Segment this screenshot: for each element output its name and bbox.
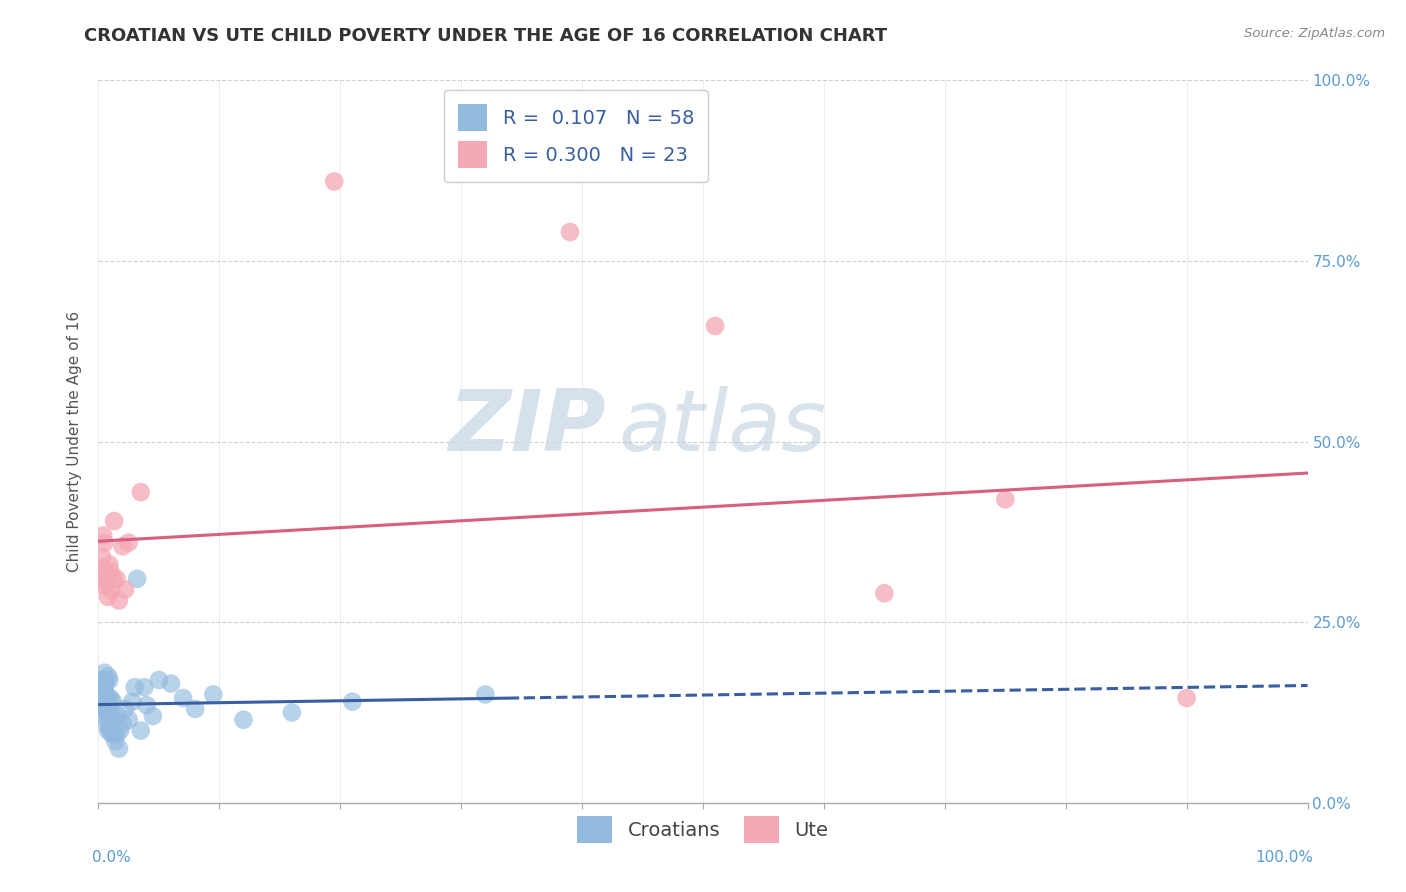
Point [704, 318, 727, 333]
Point [103, 514, 125, 528]
Point [90, 572, 112, 586]
Point [118, 535, 141, 549]
Point [1175, 691, 1198, 706]
Point [111, 539, 134, 553]
Point [129, 723, 152, 738]
Text: 100.0%: 100.0% [1256, 850, 1313, 864]
Point [93, 680, 115, 694]
Point [103, 727, 125, 741]
Point [91, 550, 114, 565]
Point [323, 174, 346, 188]
Point [342, 695, 364, 709]
Point [184, 702, 207, 716]
Point [97, 590, 120, 604]
Point [91, 698, 114, 713]
Point [101, 713, 124, 727]
Point [91, 687, 114, 701]
Point [232, 713, 254, 727]
Point [90, 673, 112, 687]
Text: 0.0%: 0.0% [93, 850, 131, 864]
Y-axis label: Child Poverty Under the Age of 16: Child Poverty Under the Age of 16 [66, 311, 82, 572]
Point [108, 741, 131, 756]
Point [134, 680, 156, 694]
Point [91, 561, 114, 575]
Point [93, 665, 115, 680]
Point [107, 709, 129, 723]
Point [474, 687, 496, 701]
Legend: Croatians, Ute: Croatians, Ute [569, 808, 837, 851]
Point [281, 706, 304, 720]
Point [111, 716, 134, 731]
Point [97, 669, 120, 683]
Point [91, 691, 114, 706]
Point [91, 676, 114, 690]
Point [91, 683, 114, 698]
Point [558, 225, 581, 239]
Text: CROATIAN VS UTE CHILD POVERTY UNDER THE AGE OF 16 CORRELATION CHART: CROATIAN VS UTE CHILD POVERTY UNDER THE … [84, 27, 887, 45]
Point [114, 582, 136, 597]
Point [104, 734, 127, 748]
Point [100, 727, 122, 741]
Point [96, 716, 118, 731]
Point [142, 709, 165, 723]
Point [129, 485, 152, 500]
Point [101, 572, 124, 586]
Point [100, 709, 122, 723]
Point [96, 691, 118, 706]
Point [121, 695, 143, 709]
Point [108, 723, 131, 738]
Point [97, 691, 120, 706]
Point [101, 695, 124, 709]
Point [118, 713, 141, 727]
Text: ZIP: ZIP [449, 385, 606, 468]
Point [98, 702, 121, 716]
Point [93, 702, 115, 716]
Point [97, 723, 120, 738]
Point [94, 676, 117, 690]
Point [98, 558, 121, 572]
Point [114, 702, 136, 716]
Point [98, 720, 121, 734]
Point [105, 572, 128, 586]
Text: Source: ZipAtlas.com: Source: ZipAtlas.com [1244, 27, 1385, 40]
Point [94, 687, 117, 701]
Text: atlas: atlas [619, 385, 827, 468]
Point [96, 575, 118, 590]
Point [94, 698, 117, 713]
Point [98, 673, 121, 687]
Point [93, 579, 115, 593]
Point [94, 709, 117, 723]
Point [100, 691, 122, 706]
Point [96, 706, 118, 720]
Point [100, 709, 122, 723]
Point [93, 535, 115, 549]
Point [100, 723, 122, 738]
Point [873, 586, 896, 600]
Point [160, 676, 183, 690]
Point [994, 492, 1017, 507]
Point [105, 727, 128, 741]
Point [91, 528, 114, 542]
Point [172, 691, 194, 706]
Point [108, 593, 131, 607]
Point [127, 572, 149, 586]
Point [93, 673, 115, 687]
Point [94, 565, 117, 579]
Point [100, 565, 122, 579]
Point [100, 582, 122, 597]
Point [135, 698, 157, 713]
Point [148, 673, 170, 687]
Point [91, 691, 114, 706]
Point [124, 680, 146, 694]
Point [97, 706, 120, 720]
Point [93, 687, 115, 701]
Point [202, 687, 225, 701]
